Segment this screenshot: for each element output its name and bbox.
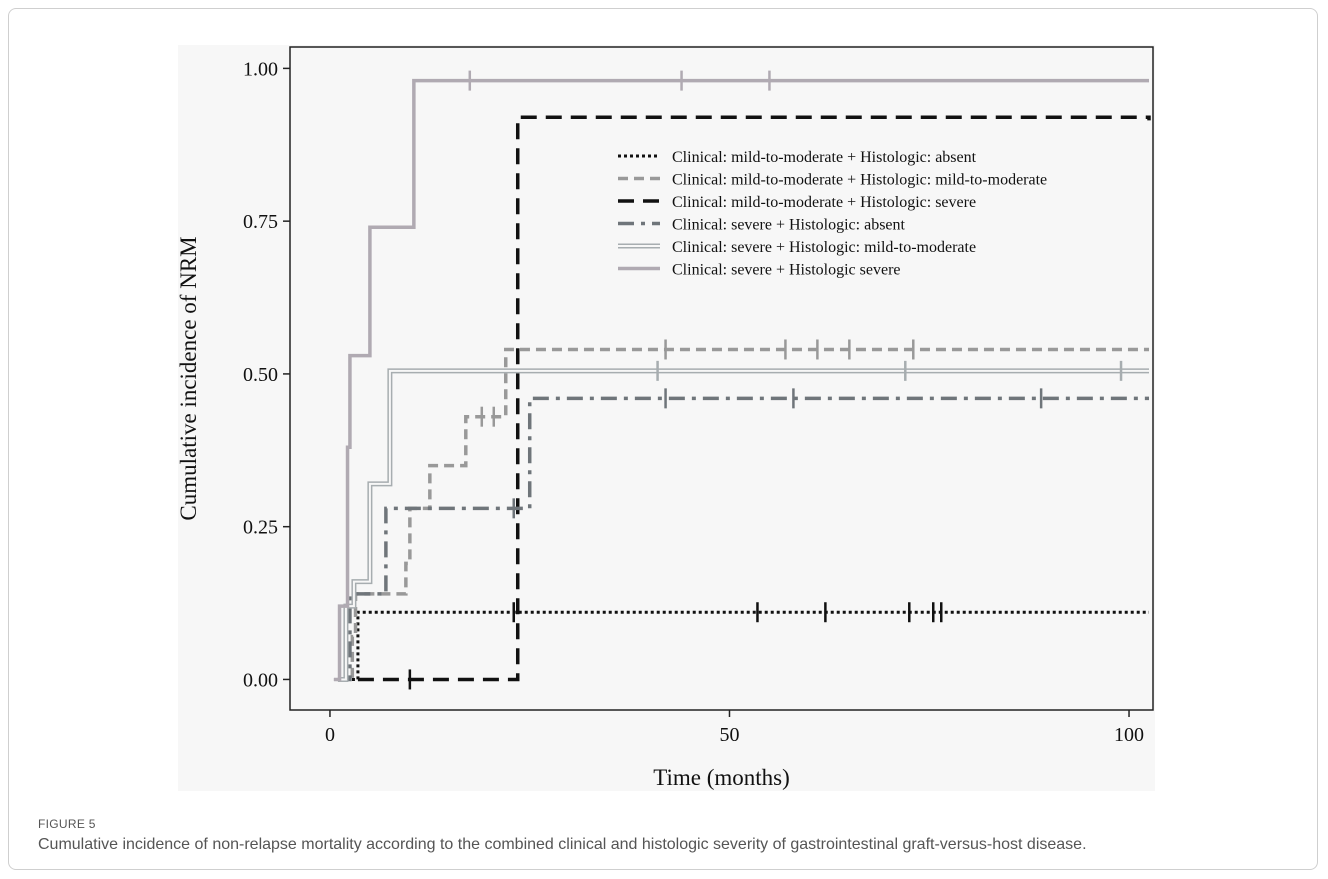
cumulative-incidence-chart: 0.00 0.25 0.50 0.75 1.00 0 50 100 Time (months) C… (178, 46, 1154, 790)
series-6-group (333, 70, 1150, 682)
x-tick-label: 100 (1114, 724, 1144, 746)
series-2-group (337, 339, 1150, 682)
series-1-group (333, 602, 1150, 681)
legend-item-4-label: Clinical: severe + Histologic: absent (672, 217, 906, 234)
series-4-line (337, 396, 1150, 682)
y-tick-label: 0.25 (243, 517, 278, 539)
series-3-line (357, 115, 1151, 682)
legend-item-6-label: Clinical: severe + Histologic severe (672, 262, 901, 279)
x-tick-label: 50 (719, 724, 739, 746)
y-tick-label: 0.50 (243, 364, 278, 386)
series-5-group (337, 360, 1150, 682)
legend-item-5-label: Clinical: severe + Histologic: mild-to-m… (672, 239, 976, 256)
chart-panel: 0.00 0.25 0.50 0.75 1.00 0 50 100 Time (months) C… (178, 45, 1155, 791)
legend-item-2-label: Clinical: mild-to-moderate + Histologic:… (672, 172, 1047, 189)
series-2-line (337, 347, 1150, 682)
y-tick-label: 1.00 (243, 58, 278, 80)
series-6-line (333, 78, 1150, 682)
x-tick-label: 0 (325, 724, 335, 746)
figure-caption: Cumulative incidence of non-relapse mort… (38, 836, 1087, 853)
series-5-line-outer (337, 368, 1150, 682)
series-4-group (337, 388, 1150, 682)
series-5-line-inner (337, 369, 1150, 681)
legend-item-1-label: Clinical: mild-to-moderate + Histologic:… (672, 149, 977, 166)
plot-area-border (289, 46, 1154, 711)
series-1-line (333, 610, 1150, 681)
y-tick-label: 0.00 (243, 669, 278, 691)
series-3-group (357, 115, 1151, 690)
x-axis-label: Time (months) (653, 765, 790, 790)
y-axis-label: Cumulative incidence of NRM (178, 236, 201, 520)
y-tick-label: 0.75 (243, 211, 278, 233)
figure-label: FIGURE 5 (38, 817, 96, 831)
legend-item-3-label: Clinical: mild-to-moderate + Histologic:… (672, 194, 976, 211)
